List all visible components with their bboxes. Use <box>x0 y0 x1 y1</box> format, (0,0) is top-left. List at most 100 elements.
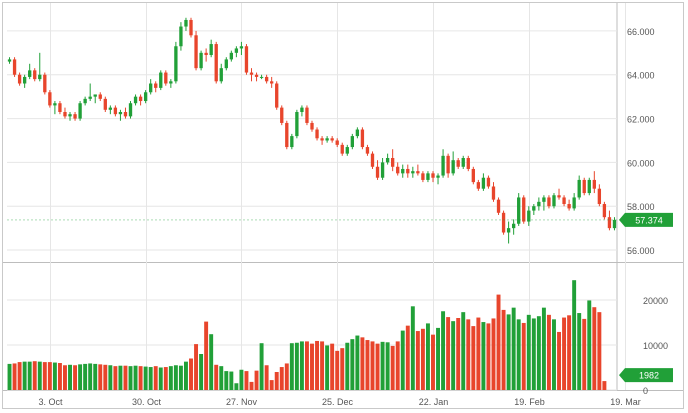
candle-body <box>446 155 450 174</box>
candle-body <box>466 158 470 169</box>
candle-body <box>28 70 32 77</box>
volume-bar <box>47 362 52 390</box>
volume-bar <box>269 380 274 390</box>
volume-bar <box>531 318 536 390</box>
candle-body <box>98 94 102 99</box>
volume-bar <box>546 314 551 390</box>
volume-bar <box>491 318 496 390</box>
volume-bar <box>501 309 506 390</box>
volume-bar <box>284 363 289 390</box>
candle-body <box>350 136 354 148</box>
volume-bar <box>294 342 299 390</box>
candle-body <box>290 136 294 148</box>
candle-body <box>285 122 289 148</box>
candle-body <box>486 177 491 187</box>
candle-body <box>143 92 148 102</box>
price-tick-label: 62.000 <box>627 115 655 125</box>
candle-body <box>58 103 62 112</box>
candle-body <box>375 166 380 178</box>
volume-bar <box>330 343 335 390</box>
volume-bar <box>52 362 57 390</box>
volume-bar <box>244 371 249 390</box>
candle-body <box>12 59 17 75</box>
date-tick-label: 27. Nov <box>226 397 258 407</box>
volume-bar <box>431 334 435 390</box>
candle-body <box>244 46 249 73</box>
volume-bar <box>370 341 375 390</box>
candle-body <box>138 96 143 102</box>
volume-bar <box>7 363 12 390</box>
volume-bar <box>592 307 597 390</box>
volume-bar <box>572 280 577 390</box>
candle-body <box>320 138 324 141</box>
candle-body <box>128 103 133 117</box>
candle-body <box>159 72 163 88</box>
volume-bar <box>37 361 42 390</box>
candle-body <box>194 35 198 69</box>
candle-body <box>275 83 279 108</box>
volume-bar <box>27 361 32 390</box>
candle-body <box>73 114 77 119</box>
price-tick-label: 56.000 <box>627 246 655 256</box>
candle-body <box>537 201 541 207</box>
candle-body <box>401 168 405 174</box>
candle-body <box>527 210 531 222</box>
candle-body <box>189 19 193 36</box>
volume-bar <box>128 366 133 390</box>
volume-bar <box>194 344 199 390</box>
volume-bar <box>163 367 168 390</box>
candle-body <box>280 107 284 123</box>
volume-bar <box>496 294 501 390</box>
candle-body <box>542 197 546 202</box>
volume-bar <box>350 339 355 390</box>
volume-bar <box>133 365 138 390</box>
volume-bar <box>108 365 113 390</box>
date-tick-label: 25. Dec <box>322 397 354 407</box>
volume-bar <box>552 319 556 390</box>
volume-bar <box>264 365 269 390</box>
candle-body <box>7 59 12 62</box>
candle-body <box>491 186 496 200</box>
volume-bar <box>153 366 158 390</box>
candle-body <box>522 197 526 222</box>
candle-body <box>355 129 360 137</box>
candle-body <box>496 199 501 213</box>
candle-body <box>113 107 118 115</box>
candle-body <box>78 103 82 119</box>
candle-body <box>17 74 22 84</box>
candle-body <box>209 44 213 56</box>
candle-body <box>295 111 299 137</box>
volume-bar <box>536 316 541 390</box>
candle-body <box>501 212 506 233</box>
candle-body <box>370 153 375 167</box>
candle-body <box>471 168 475 183</box>
volume-bar <box>78 364 83 390</box>
volume-bar <box>400 330 405 390</box>
volume-bar <box>32 361 37 390</box>
date-tick-label: 30. Oct <box>132 397 162 407</box>
volume-bar <box>158 367 163 390</box>
volume-bar <box>173 365 178 390</box>
candle-body <box>380 162 385 178</box>
volume-bar <box>234 383 239 390</box>
candle-body <box>532 206 536 211</box>
volume-bar <box>123 365 128 390</box>
volume-bar <box>557 331 561 390</box>
volume-bar <box>345 342 350 390</box>
candle-body <box>310 122 314 130</box>
volume-bar <box>199 354 204 390</box>
candlestick-series <box>7 17 617 244</box>
volume-bar <box>415 331 420 390</box>
volume-bar <box>73 365 78 390</box>
volume-bar <box>587 300 592 390</box>
volume-bar <box>390 345 395 390</box>
volume-bar <box>204 321 209 390</box>
candle-body <box>270 81 274 84</box>
candle-body <box>103 98 107 110</box>
volume-bar <box>456 318 461 390</box>
volume-bar <box>83 363 88 390</box>
volume-bar <box>68 364 72 390</box>
volume-bar <box>380 341 385 390</box>
volume-bar <box>541 307 546 390</box>
volume-bar <box>168 366 173 390</box>
